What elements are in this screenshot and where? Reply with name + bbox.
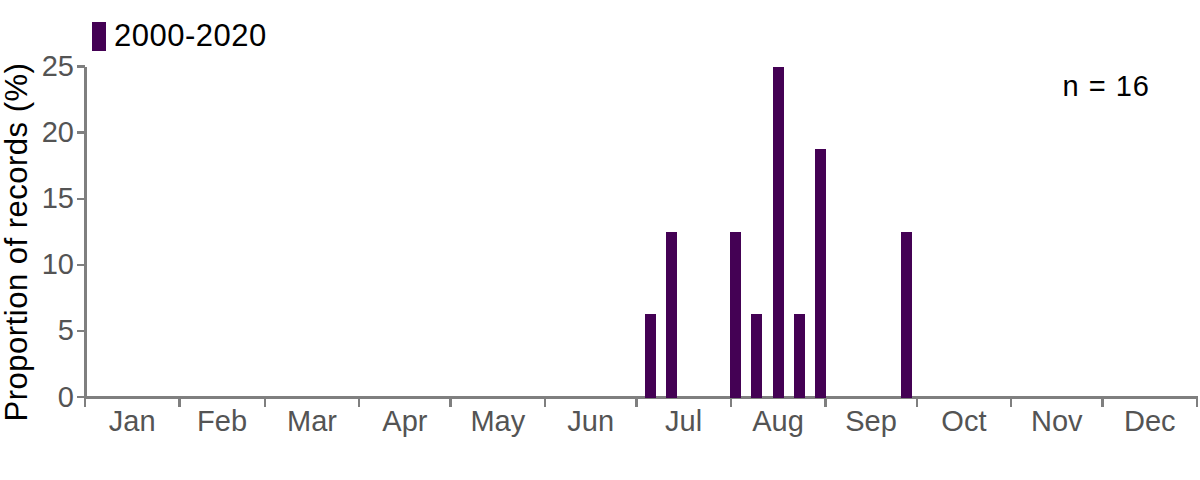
y-tick-mark — [77, 131, 85, 134]
x-tick-mark — [449, 398, 452, 407]
y-axis-title: Proportion of records (%) — [0, 63, 35, 422]
y-tick-label: 20 — [22, 118, 74, 147]
y-tick-label: 5 — [22, 316, 74, 345]
y-tick-label: 10 — [22, 250, 74, 279]
x-month-label: Jan — [87, 407, 177, 436]
x-tick-mark — [635, 398, 638, 407]
x-month-label: Nov — [1012, 407, 1102, 436]
x-tick-mark — [1010, 398, 1013, 407]
x-month-label: Jun — [546, 407, 636, 436]
data-bar — [773, 67, 784, 399]
data-bar — [730, 232, 741, 398]
y-tick-label: 0 — [22, 383, 74, 412]
x-axis-line — [84, 396, 1198, 399]
y-axis-line — [84, 67, 87, 398]
x-tick-mark — [544, 398, 547, 407]
y-tick-label: 15 — [22, 184, 74, 213]
x-month-label: Feb — [177, 407, 267, 436]
x-tick-mark — [1196, 398, 1199, 407]
sample-size-label: n = 16 — [1000, 70, 1150, 103]
x-tick-mark — [916, 398, 919, 407]
x-month-label: Jul — [639, 407, 729, 436]
x-month-label: Aug — [733, 407, 823, 436]
x-tick-mark — [1101, 398, 1104, 407]
x-tick-mark — [264, 398, 267, 407]
y-tick-mark — [77, 330, 85, 333]
x-month-label: Apr — [360, 407, 450, 436]
data-bar — [901, 232, 912, 398]
x-tick-mark — [730, 398, 733, 407]
x-month-label: Dec — [1105, 407, 1195, 436]
data-bar — [645, 314, 656, 398]
x-tick-mark — [824, 398, 827, 407]
data-bar — [751, 314, 762, 398]
data-bar — [666, 232, 677, 398]
data-bar — [815, 149, 826, 398]
legend-swatch — [92, 22, 106, 51]
y-tick-label: 25 — [22, 52, 74, 81]
x-month-label: Sep — [826, 407, 916, 436]
x-month-label: Mar — [267, 407, 357, 436]
legend: 2000-2020 — [92, 18, 267, 54]
y-tick-mark — [77, 65, 85, 68]
y-tick-mark — [77, 264, 85, 267]
x-tick-mark — [178, 398, 181, 407]
phenology-bar-chart: Proportion of records (%) 2000-2020 n = … — [0, 0, 1200, 480]
legend-label: 2000-2020 — [114, 18, 267, 54]
x-tick-mark — [84, 398, 87, 407]
x-month-label: May — [453, 407, 543, 436]
x-tick-mark — [358, 398, 361, 407]
x-month-label: Oct — [919, 407, 1009, 436]
y-tick-mark — [77, 198, 85, 201]
data-bar — [794, 314, 805, 398]
